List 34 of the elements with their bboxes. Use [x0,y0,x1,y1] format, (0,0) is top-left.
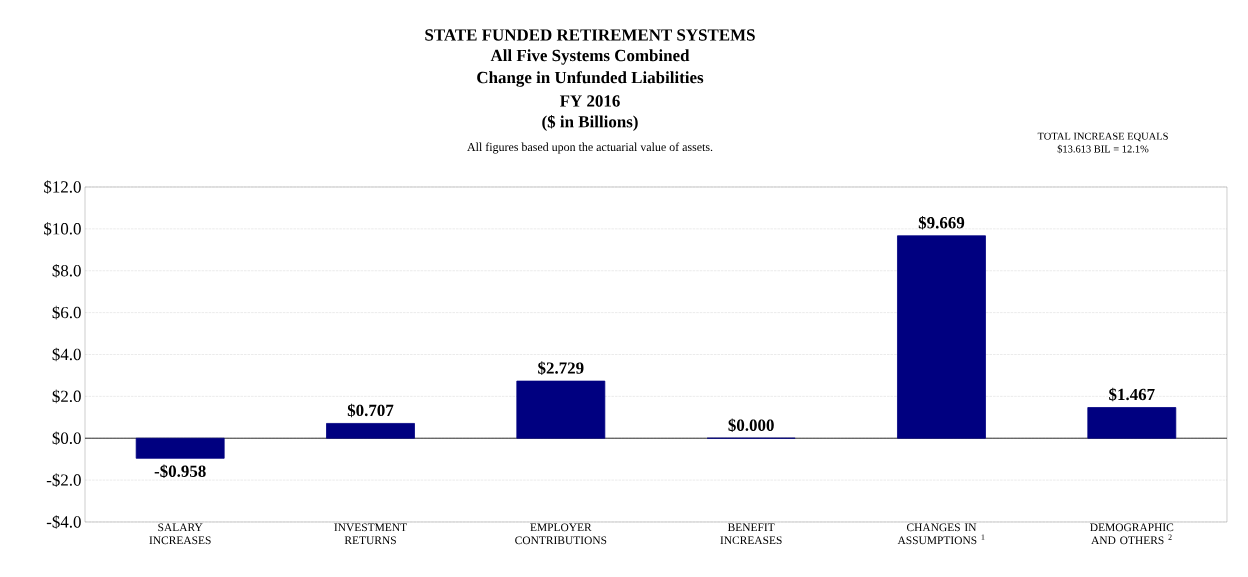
y-tick-label: -$4.0 [46,515,81,529]
y-tick-label: $12.0 [44,180,81,194]
data-label: $1.467 [1109,387,1155,402]
bar [1087,407,1177,439]
text: $13.613 BIL = 12.1% [1057,144,1149,154]
text: All Five Systems Combined [490,49,690,65]
data-label: $0.707 [347,403,394,418]
text: Change in Unfunded Liabilities [477,71,704,87]
y-tick-label: $8.0 [52,263,81,278]
x-tick-label: SALARY INCREASES [149,523,211,545]
y-tick-label: $0.0 [52,431,81,446]
chart-subtitle: All figures based upon the actuarial value of assets. [467,142,713,154]
text: FY 2016 [559,95,620,107]
bar [135,437,225,459]
bar [516,380,606,439]
x-tick-label: CHANGES IN ASSUMPTIONS $^{1}$ [897,523,985,545]
text: TOTAL INCREASE EQUALS [1037,132,1168,142]
x-tick-label: EMPLOYER CONTRIBUTIONS [515,523,607,545]
y-tick-label: $4.0 [52,347,81,362]
x-tick-label: BENEFIT INCREASES [720,523,782,545]
bar [897,235,986,439]
y-tick-label: -$2.0 [46,473,81,487]
data-label: $0.000 [728,418,774,433]
text: ($ in Billions) [542,115,638,131]
y-tick-label: $10.0 [44,222,81,236]
chart-title: STATE FUNDED RETIREMENT SYSTEMS [425,29,755,41]
x-tick-label: DEMOGRAPHIC AND OTHERS $^{2}$ [1090,523,1174,545]
data-label: $2.729 [538,361,584,375]
bar [326,423,415,439]
data-label: $9.669 [918,216,965,230]
y-tick-label: $2.0 [52,389,81,404]
y-tick-label: $6.0 [52,305,81,320]
x-tick-label: INVESTMENT RETURNS [334,523,407,545]
data-label: -$0.958 [154,464,206,479]
